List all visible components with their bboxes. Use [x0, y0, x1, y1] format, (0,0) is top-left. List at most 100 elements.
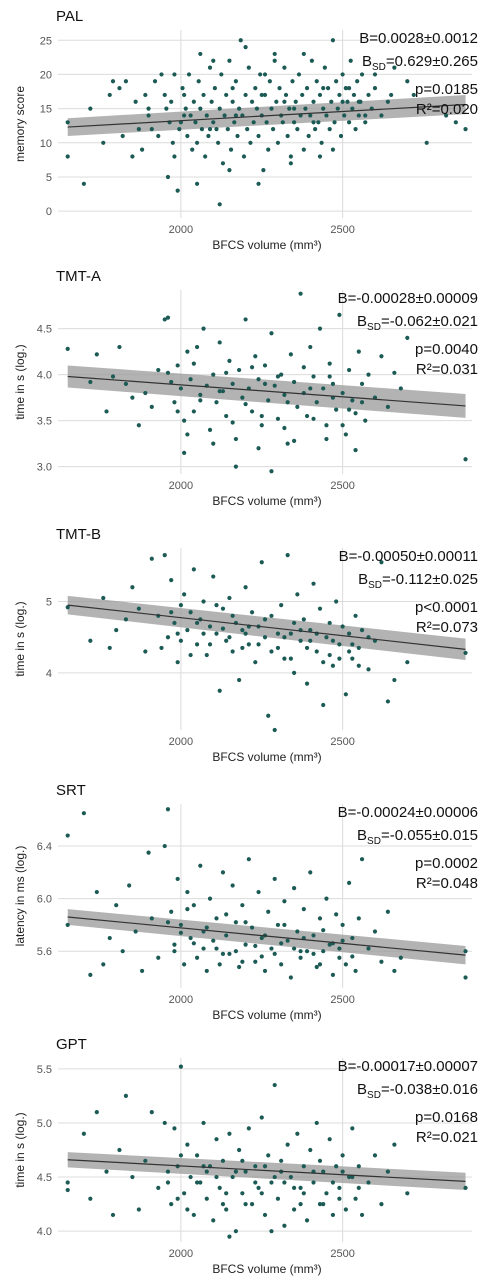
data-point — [194, 140, 200, 145]
x-tick-label: 2000 — [169, 994, 193, 1006]
y-tick-label: 4 — [46, 668, 52, 680]
data-point — [282, 99, 287, 104]
data-point — [350, 656, 355, 661]
data-point — [405, 335, 410, 340]
data-point — [366, 1180, 371, 1185]
data-point — [246, 642, 251, 647]
data-point — [169, 909, 174, 914]
data-point — [405, 660, 410, 665]
data-point — [227, 168, 232, 173]
data-point — [204, 968, 209, 974]
data-point — [258, 72, 263, 77]
data-point — [139, 147, 145, 152]
data-point — [330, 1180, 336, 1185]
data-point — [149, 556, 154, 561]
data-point — [143, 649, 148, 654]
data-point — [156, 133, 161, 139]
data-point — [353, 411, 358, 416]
data-point — [311, 99, 316, 104]
data-point — [359, 857, 365, 862]
data-point — [350, 1126, 355, 1131]
data-point — [182, 418, 187, 423]
data-point — [304, 86, 310, 91]
data-point — [259, 423, 264, 428]
data-point — [136, 127, 141, 132]
data-point — [340, 390, 345, 396]
stat-r2: R²=0.021 — [416, 1129, 478, 1146]
data-point — [317, 606, 323, 611]
data-point — [254, 106, 260, 111]
data-point — [217, 688, 222, 693]
data-point — [309, 58, 314, 63]
data-point — [130, 395, 135, 400]
data-point — [94, 352, 99, 357]
y-axis-label: time in s (log.) — [13, 1112, 27, 1187]
data-point — [224, 413, 229, 419]
data-point — [201, 599, 206, 604]
data-point — [321, 660, 326, 665]
data-point — [194, 344, 200, 350]
data-point — [345, 99, 350, 104]
data-point — [182, 592, 187, 597]
data-point — [304, 681, 310, 686]
data-point — [269, 106, 274, 111]
data-point — [346, 880, 352, 885]
regression-line — [67, 916, 466, 956]
data-point — [227, 1234, 232, 1239]
data-point — [120, 133, 125, 139]
y-axis-label: time in s (log.) — [13, 344, 27, 419]
data-point — [120, 949, 125, 954]
data-point — [238, 38, 243, 43]
data-point — [243, 317, 248, 322]
data-point — [178, 1064, 184, 1069]
data-point — [340, 99, 345, 104]
data-point — [301, 51, 306, 57]
stat-bsd-subscript: SD — [367, 836, 381, 847]
data-point — [206, 133, 211, 139]
data-point — [269, 649, 274, 654]
data-point — [304, 1218, 310, 1223]
data-point — [164, 106, 169, 111]
y-tick-label: 25 — [40, 35, 52, 47]
data-point — [327, 620, 332, 626]
data-point — [275, 1196, 281, 1201]
data-point — [350, 398, 355, 403]
data-point — [217, 340, 222, 345]
data-point — [332, 120, 337, 125]
data-point — [337, 1185, 342, 1190]
data-point — [292, 1207, 297, 1212]
data-point — [272, 727, 277, 733]
stat-bsd-subscript: SD — [372, 62, 386, 73]
data-point — [350, 1174, 355, 1180]
x-tick-label: 2000 — [169, 480, 193, 492]
y-tick-label: 3.5 — [37, 416, 52, 428]
data-point — [110, 374, 116, 379]
y-tick-label: 0 — [46, 206, 52, 218]
data-point — [379, 560, 384, 565]
data-point — [175, 188, 180, 193]
data-point — [232, 120, 237, 125]
data-point — [214, 400, 219, 405]
data-point — [256, 446, 261, 451]
stat-bsd-value: =0.629±0.265 — [386, 53, 478, 70]
data-point — [269, 469, 274, 474]
data-point — [165, 315, 171, 320]
data-point — [453, 120, 458, 125]
stat-r2: R²=0.031 — [416, 361, 478, 378]
data-point — [178, 602, 184, 608]
data-point — [227, 595, 232, 601]
data-point — [272, 1174, 277, 1180]
data-point — [159, 72, 164, 77]
data-point — [340, 72, 345, 77]
data-point — [322, 65, 327, 70]
data-point — [259, 92, 264, 98]
stat-bsd-value: =-0.062±0.021 — [381, 313, 478, 330]
data-point — [217, 1185, 222, 1190]
regression-line — [67, 103, 466, 128]
data-point — [311, 951, 316, 956]
data-point — [227, 951, 232, 956]
data-point — [356, 645, 361, 651]
data-point — [117, 344, 122, 350]
data-point — [146, 106, 151, 111]
